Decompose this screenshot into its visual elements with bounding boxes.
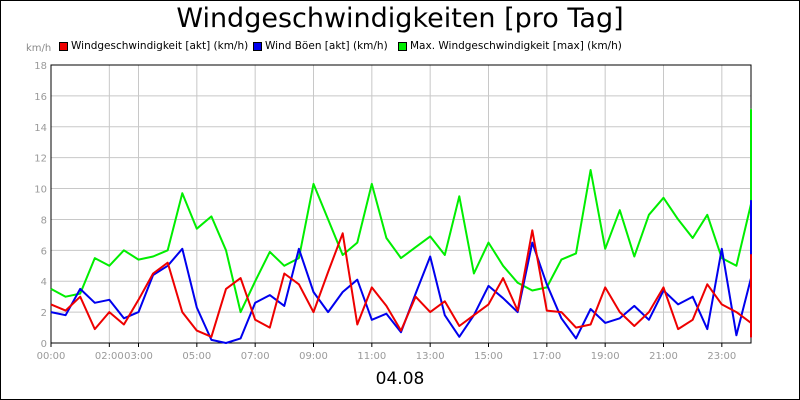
chart-title: Windgeschwindigkeiten [pro Tag] <box>176 3 624 34</box>
x-tick-label: 07:00 <box>241 351 270 362</box>
legend-item-gusts: Wind Böen [akt] (km/h) <box>253 38 388 54</box>
legend-label-max: Max. Windgeschwindigkeit [max] (km/h) <box>410 40 622 52</box>
y-tick-label: 0 <box>41 339 47 350</box>
x-tick-label: 17:00 <box>532 351 561 362</box>
y-tick-label: 14 <box>34 123 47 134</box>
legend-swatch-speed <box>59 41 68 51</box>
y-axis-unit: km/h <box>26 43 52 54</box>
y-tick-label: 6 <box>41 246 47 257</box>
x-tick-label: 23:00 <box>707 351 736 362</box>
y-tick-label: 2 <box>41 308 47 319</box>
x-tick-label: 02:00 <box>95 351 124 362</box>
legend-swatch-gusts <box>253 41 262 51</box>
legend-label-gusts: Wind Böen [akt] (km/h) <box>265 40 388 52</box>
x-tick-label: 09:00 <box>299 351 328 362</box>
legend-item-speed: Windgeschwindigkeit [akt] (km/h) <box>59 38 248 54</box>
x-tick-label: 11:00 <box>357 351 386 362</box>
y-tick-label: 4 <box>41 277 47 288</box>
x-tick-label: 21:00 <box>649 351 678 362</box>
series-line-max <box>50 108 752 314</box>
y-tick-label: 8 <box>41 215 47 226</box>
legend-swatch-max <box>398 41 407 51</box>
x-tick-label: 13:00 <box>416 351 445 362</box>
x-tick-label: 00:00 <box>37 351 66 362</box>
y-tick-label: 16 <box>34 92 47 103</box>
x-tick-label: 03:00 <box>124 351 153 362</box>
date-label: 04.08 <box>375 369 425 389</box>
legend-label-speed: Windgeschwindigkeit [akt] (km/h) <box>71 40 249 52</box>
x-tick-label: 15:00 <box>474 351 503 362</box>
x-tick-label: 05:00 <box>182 351 211 362</box>
y-tick-label: 10 <box>34 185 47 196</box>
series-line-speed <box>50 229 752 338</box>
y-tick-label: 12 <box>34 154 47 165</box>
legend-item-max: Max. Windgeschwindigkeit [max] (km/h) <box>398 38 622 54</box>
y-tick-label: 18 <box>34 61 47 72</box>
x-tick-label: 19:00 <box>591 351 620 362</box>
plot-border <box>50 64 752 344</box>
